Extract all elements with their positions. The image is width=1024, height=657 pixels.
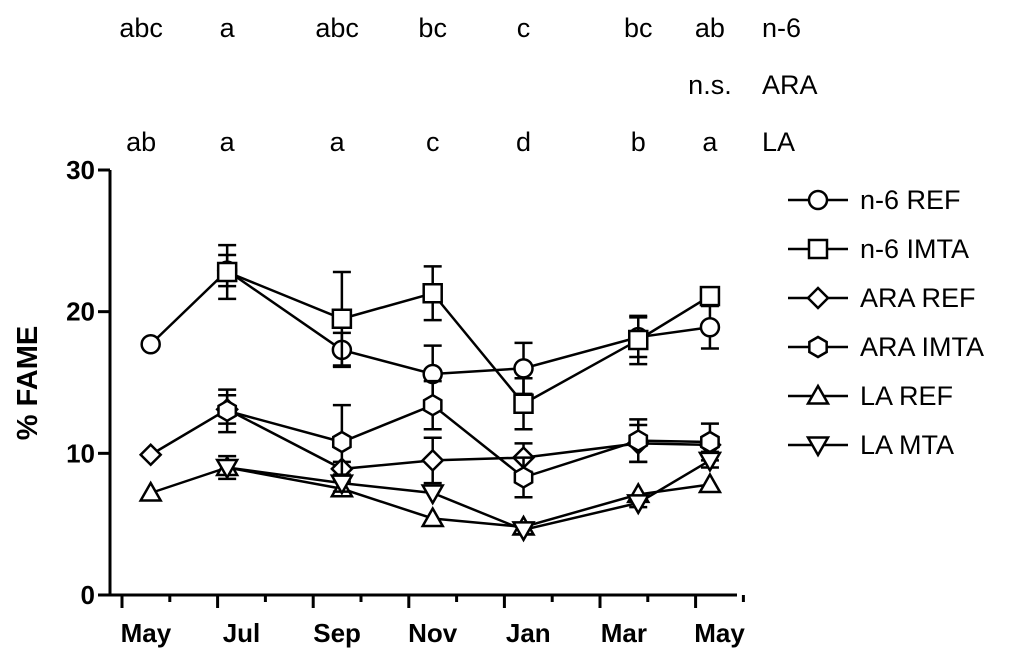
legend-label: n-6 REF: [860, 185, 961, 215]
significance-row-label: ARA: [762, 70, 818, 100]
significance-letter: a: [220, 13, 236, 43]
legend-entry: ARA IMTA: [788, 332, 984, 362]
legend-marker: [807, 189, 829, 211]
legend-entry: n-6 IMTA: [788, 234, 969, 264]
x-tick-label: May: [121, 618, 172, 648]
legend: n-6 REF n-6 IMTA ARA REF ARA IMTA LA REF LA M…: [788, 185, 984, 460]
series-layer: [138, 243, 723, 543]
y-tick-label: 10: [66, 438, 95, 468]
data-point: [513, 358, 534, 379]
series-line: [226, 459, 711, 532]
series-line: [226, 403, 710, 479]
data-point: [513, 393, 534, 414]
data-point: [420, 505, 445, 528]
legend-marker: [805, 436, 831, 458]
data-point: [699, 317, 721, 338]
legend-label: LA REF: [860, 381, 953, 411]
x-tick-label: Jan: [506, 618, 551, 648]
data-point: [331, 308, 353, 329]
data-point: [627, 329, 649, 351]
significance-letter: a: [702, 127, 718, 157]
data-point: [511, 521, 536, 543]
significance-letters: abc a abc bc c bc ab n-6 n.s. ARA ab a a c d b a LA: [119, 13, 817, 157]
data-point: [140, 334, 161, 355]
data-point: [138, 442, 163, 467]
legend-entry: n-6 REF: [788, 185, 961, 215]
significance-letter: b: [631, 127, 646, 157]
significance-letter: c: [517, 13, 531, 43]
data-point: [699, 285, 721, 307]
significance-letter: a: [220, 127, 236, 157]
y-axis-label: % FAME: [12, 326, 44, 440]
data-point: [331, 430, 352, 454]
x-tick-label: Nov: [408, 618, 458, 648]
legend-label: n-6 IMTA: [860, 234, 969, 264]
significance-letter: abc: [119, 13, 163, 43]
legend-marker: [805, 383, 831, 405]
significance-letter: bc: [418, 13, 447, 43]
significance-letter: d: [516, 127, 531, 157]
x-tick-label: Jul: [223, 618, 261, 648]
legend-marker: [806, 286, 830, 310]
significance-letter: c: [426, 127, 440, 157]
series-la-mta: [215, 451, 723, 543]
y-tick-label: 30: [66, 155, 95, 185]
data-point: [138, 480, 163, 502]
significance-letter: a: [330, 127, 346, 157]
data-point: [422, 393, 443, 417]
significance-row-label: n-6: [762, 13, 801, 43]
data-point: [420, 484, 445, 506]
data-point: [513, 465, 534, 489]
x-tick-label: Mar: [601, 618, 647, 648]
y-tick-label: 20: [66, 297, 95, 327]
legend-entry: LA REF: [788, 381, 953, 411]
legend-label: ARA REF: [860, 283, 976, 313]
legend-entry: ARA REF: [788, 283, 976, 313]
legend-marker: [808, 335, 828, 359]
x-ticks: May Jul Sep Nov Jan Mar May: [120, 595, 745, 648]
significance-letter: ab: [695, 13, 725, 43]
data-point: [216, 261, 238, 283]
data-point: [217, 399, 238, 423]
y-tick-label: 0: [81, 580, 95, 610]
data-point: [697, 471, 723, 494]
data-point: [215, 458, 240, 481]
data-point: [420, 448, 445, 473]
series-ara-imta: [217, 379, 720, 499]
significance-letter: bc: [624, 13, 653, 43]
legend-label: ARA IMTA: [860, 332, 984, 362]
legend-marker: [807, 238, 829, 260]
data-point: [697, 451, 723, 473]
data-point: [329, 474, 355, 496]
significance-letter: ab: [126, 127, 156, 157]
x-tick-label: May: [694, 618, 745, 648]
data-point: [422, 283, 443, 304]
series-n-6-imta: [216, 243, 721, 431]
y-ticks: 0 10 20 30: [66, 155, 110, 610]
data-point: [628, 429, 649, 453]
significance-letter: n.s.: [688, 70, 732, 100]
legend-label: LA MTA: [860, 430, 954, 460]
x-tick-label: Sep: [313, 618, 361, 648]
data-point: [700, 430, 720, 454]
series-line: [226, 270, 711, 406]
axes: % FAME: [12, 170, 737, 597]
significance-letter: abc: [315, 13, 359, 43]
significance-row-label: LA: [762, 127, 795, 157]
data-point: [626, 494, 651, 516]
legend-entry: LA MTA: [788, 430, 954, 460]
